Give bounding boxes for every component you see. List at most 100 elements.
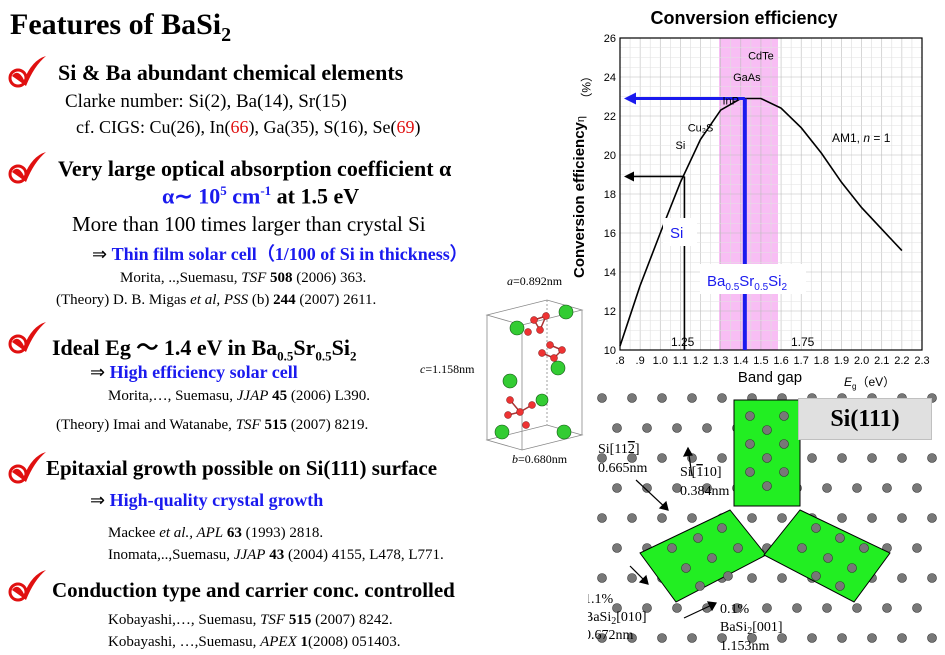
si111-label: Si(111) [798, 398, 932, 440]
plot-frame [619, 37, 923, 351]
lattice-atom [779, 439, 789, 449]
lattice-atom [762, 425, 772, 435]
lattice-atom [777, 513, 787, 523]
checkmark-icon [8, 570, 46, 602]
lattice-atom [707, 553, 717, 563]
checkmark-icon [8, 452, 46, 484]
lattice-atom [657, 453, 667, 463]
s4-high: ⇒ High-quality crystal growth [90, 490, 324, 510]
x-tick-label: .8 [615, 355, 624, 367]
x-tick-label: 1.2 [693, 355, 708, 367]
lattice-atom [837, 453, 847, 463]
lattice-atom [897, 453, 907, 463]
lattice-atom [657, 513, 667, 523]
y-tick-label: 16 [604, 228, 616, 240]
basi2-001-value: 1.153nm [720, 639, 770, 654]
s1-cigs: cf. CIGS: Cu(26), In(66), Ga(35), S(16),… [76, 117, 421, 137]
lattice-atom [777, 633, 787, 643]
lattice-atom [732, 603, 742, 613]
si-arrowhead [624, 171, 634, 182]
curve-label: AM1, n = 1 [832, 131, 891, 145]
lattice-atom [693, 533, 703, 543]
vector-arrows [629, 446, 717, 619]
lattice-atom [745, 467, 755, 477]
y-tick-label: 10 [604, 345, 616, 357]
lattice-atom [597, 393, 607, 403]
y-tick-label: 14 [604, 267, 616, 279]
si111-lattice-diagram: Si[112] 0.665nm Si[110] 0.384nm 1.1% BaS… [588, 393, 937, 654]
lattice-atom [687, 633, 697, 643]
lattice-atom [597, 513, 607, 523]
lattice-atom [927, 513, 937, 523]
lattice-atom [672, 423, 682, 433]
x-tick-label: 2.2 [894, 355, 909, 367]
lattice-atom [779, 411, 789, 421]
page-title: Features of BaSi2 [10, 8, 232, 46]
lattice-atom [642, 423, 652, 433]
x-tick-label: 1.0 [653, 355, 668, 367]
x-tick-label: 1.6 [773, 355, 788, 367]
lattice-atom [837, 513, 847, 523]
lattice-atom [657, 633, 667, 643]
material-label: Si [676, 140, 686, 152]
lattice-atom [797, 543, 807, 553]
s4-heading: Epitaxial growth possible on Si(111) sur… [46, 456, 438, 480]
checkmark-icon [8, 56, 46, 88]
lattice-atom [927, 573, 937, 583]
chart-markers [624, 92, 747, 350]
lattice-atom [927, 453, 937, 463]
s3-heading: Ideal Eg ～ 1.4 eV in Ba0.5Sr0.5Si2 [52, 335, 357, 364]
lattice-atom [642, 603, 652, 613]
extra-tick-2: 1.75 [791, 335, 815, 349]
lattice-atom [657, 393, 667, 403]
lattice-atom [882, 603, 892, 613]
lattice-atom [927, 633, 937, 643]
lattice-atom [612, 423, 622, 433]
si110-value: 0.384nm [680, 484, 730, 499]
y-axis-label: Conversion efficiencyη [571, 116, 588, 278]
lattice-atom [627, 573, 637, 583]
lattice-atom [823, 553, 833, 563]
s3-ref2: (Theory) Imai and Watanabe, TSF 515 (200… [56, 417, 369, 433]
bss-arrowhead [624, 92, 636, 105]
s2-alpha: α∼ 105 cm-1 at 1.5 eV [162, 183, 360, 209]
lattice-atom [723, 571, 733, 581]
crystal-structure [485, 299, 584, 451]
lattice-atom [597, 453, 607, 463]
lattice-atom [672, 483, 682, 493]
y-axis-unit: （%） [579, 70, 593, 105]
lattice-atom [859, 543, 869, 553]
lattice-atom [811, 571, 821, 581]
s2-ref2: (Theory) D. B. Migas et al, PSS (b) 244 … [56, 292, 377, 308]
lattice-atom [777, 573, 787, 583]
lattice-atom [717, 633, 727, 643]
material-label: GaAs [733, 72, 761, 84]
si110-label: Si[110] [680, 465, 722, 480]
lattice-atom [822, 603, 832, 613]
material-label: InP [722, 95, 739, 107]
basi2-010-pct: 1.1% [588, 592, 614, 607]
lattice-atom [597, 633, 607, 643]
bss-box: Ba0.5Sr0.5Si2 [700, 264, 806, 294]
lattice-atom [897, 633, 907, 643]
x-tick-label: 2.1 [874, 355, 889, 367]
y-tick-label: 12 [604, 306, 616, 318]
s2-heading: Very large optical absorption coefficien… [58, 156, 452, 181]
s1-clarke: Clarke number: Si(2), Ba(14), Sr(15) [65, 91, 347, 112]
lattice-atom [612, 603, 622, 613]
s4-ref1: Mackee et al., APL 63 (1993) 2818. [108, 525, 324, 541]
lattice-atom [835, 581, 845, 591]
s5-heading: Conduction type and carrier conc. contro… [52, 578, 455, 602]
lattice-atom [597, 573, 607, 583]
s4-ref2: Inomata,..,Suemasu, JJAP 43 (2004) 4155,… [108, 547, 444, 563]
lattice-atoms-top [667, 411, 869, 591]
y-tick-label: 22 [604, 111, 616, 123]
lattice-atom [702, 423, 712, 433]
lattice-atom [852, 483, 862, 493]
lattice-atom [897, 573, 907, 583]
lattice-atom [681, 563, 691, 573]
lattice-atom [807, 633, 817, 643]
lattice-atom [867, 513, 877, 523]
efficiency-chart: Conversion efficiency .8 .9 1.0 1.1 1.2 1.3 1.… [571, 8, 930, 391]
